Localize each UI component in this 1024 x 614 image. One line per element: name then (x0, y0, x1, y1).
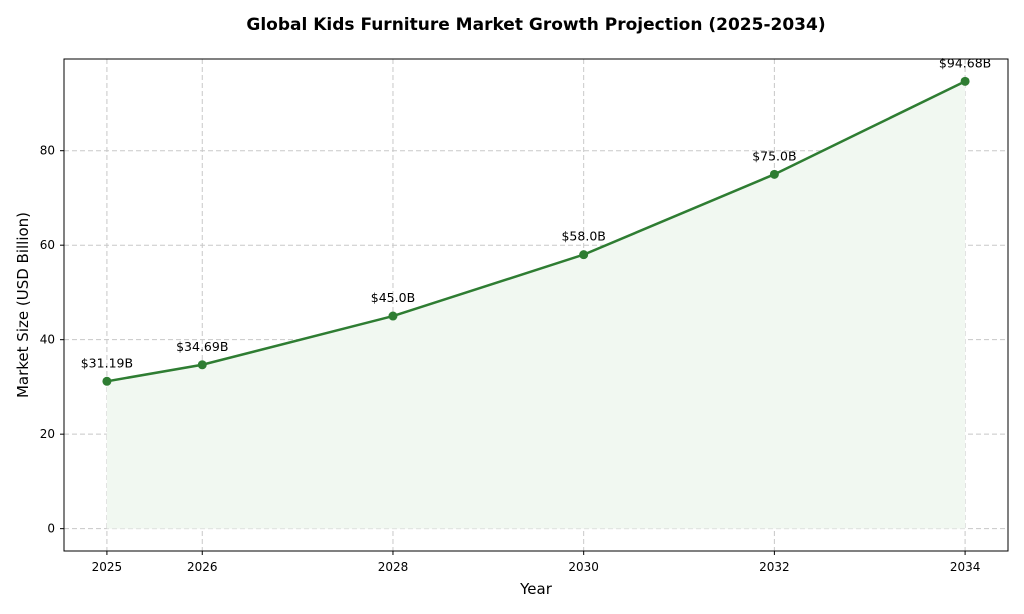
data-label: $45.0B (371, 290, 415, 305)
data-points (102, 76, 970, 386)
data-point (388, 311, 398, 321)
data-label: $58.0B (561, 229, 605, 244)
x-tick-label: 2034 (950, 560, 981, 574)
chart-title: Global Kids Furniture Market Growth Proj… (246, 15, 825, 35)
x-tick-label: 2030 (568, 560, 599, 574)
data-point (197, 360, 207, 370)
x-tick-label: 2028 (378, 560, 409, 574)
data-point (102, 376, 112, 386)
x-tick-label: 2026 (187, 560, 218, 574)
data-label: $75.0B (752, 148, 796, 163)
y-axis-label: Market Size (USD Billion) (14, 212, 32, 398)
data-label: $34.69B (176, 339, 228, 354)
y-tick-label: 80 (40, 144, 55, 158)
x-tick-label: 2032 (759, 560, 790, 574)
y-tick-label: 60 (40, 238, 55, 252)
data-labels: $31.19B $34.69B $45.0B $58.0B $75.0B $94.68B (81, 55, 992, 370)
plot-frame (63, 58, 1009, 552)
data-label: $31.19B (81, 355, 133, 370)
area-fill (106, 81, 966, 529)
x-tick-label: 2025 (92, 560, 123, 574)
y-tick-label: 20 (40, 427, 55, 441)
series-line (106, 80, 966, 383)
y-tick-label: 0 (47, 522, 55, 536)
x-axis-label: Year (519, 580, 553, 598)
data-point (579, 250, 589, 260)
data-point (960, 76, 970, 86)
data-point (769, 169, 779, 179)
ticks: 2025 2026 2028 2030 2032 2034 0 20 40 60 80 (40, 144, 981, 574)
y-tick-label: 40 (40, 333, 55, 347)
data-label: $94.68B (939, 55, 991, 70)
